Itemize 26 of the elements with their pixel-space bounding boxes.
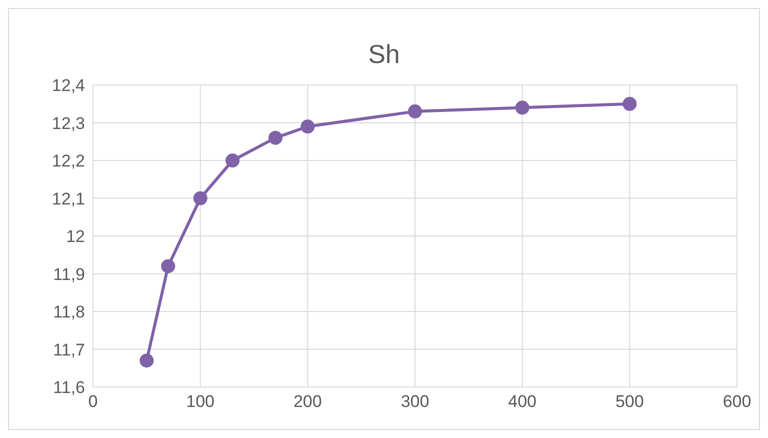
- x-tick-label: 100: [186, 392, 215, 412]
- point: [408, 104, 422, 118]
- y-tick-label: 12,3: [52, 114, 85, 133]
- point: [161, 259, 176, 274]
- y-tick-label: 12,2: [52, 152, 85, 171]
- y-tick-label: 12,4: [52, 76, 85, 96]
- x-tick-label: 400: [508, 392, 537, 412]
- point: [515, 100, 530, 115]
- point: [268, 130, 282, 145]
- point: [226, 154, 240, 168]
- y-tick-label: 11,8: [53, 302, 85, 322]
- x-tick-label: 200: [293, 392, 322, 412]
- point: [193, 191, 208, 206]
- x-tick-label: 500: [615, 392, 644, 412]
- x-tick-label: 0: [88, 392, 98, 412]
- y-tick-label: 12: [66, 227, 85, 246]
- point: [140, 354, 154, 368]
- y-tick-label: 12,1: [52, 189, 85, 208]
- point: [300, 120, 315, 134]
- y-tick-label: 11,7: [53, 340, 85, 360]
- point: [622, 96, 637, 111]
- x-tick-label: 300: [400, 392, 430, 412]
- y-tick-label: 11,9: [53, 264, 85, 284]
- chart-title: Sh: [367, 39, 401, 70]
- y-tick-label: 11,6: [53, 378, 85, 398]
- x-tick-label: 600: [722, 392, 752, 412]
